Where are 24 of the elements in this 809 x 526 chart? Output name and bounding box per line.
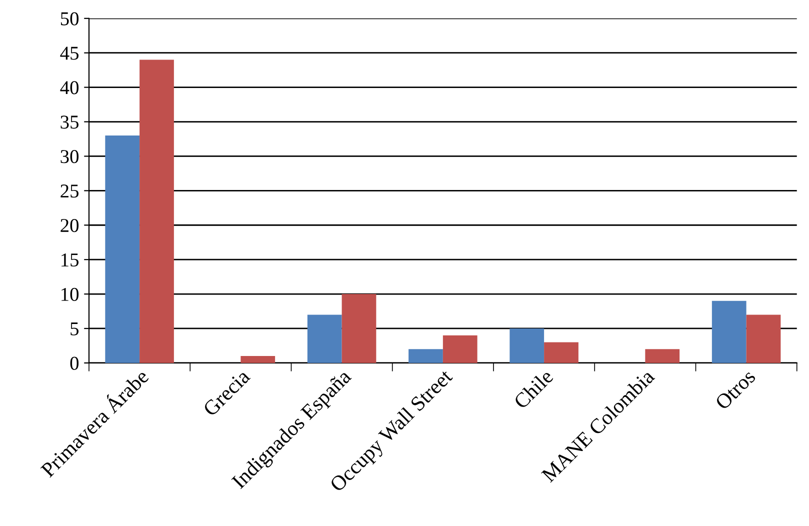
bar — [342, 294, 376, 363]
y-tick-label: 35 — [60, 116, 79, 129]
bar — [746, 314, 781, 363]
y-tick-label: 0 — [70, 356, 79, 370]
y-tick-label: 45 — [60, 46, 79, 60]
bar — [510, 328, 544, 363]
y-tick-label: 25 — [60, 184, 79, 198]
bar — [712, 300, 746, 363]
bar — [307, 314, 342, 363]
x-tick-label: Chile — [512, 368, 554, 410]
bar — [408, 349, 443, 363]
bar — [140, 60, 174, 363]
y-tick-label: 5 — [70, 322, 79, 336]
bar — [105, 136, 140, 363]
y-tick-label: 50 — [60, 12, 79, 26]
y-tick-label: 30 — [60, 150, 79, 164]
y-tick-label: 15 — [62, 253, 79, 267]
y-tick-label: 20 — [60, 218, 79, 232]
y-tick-label: 10 — [62, 288, 79, 301]
bar — [240, 356, 276, 363]
y-tick-label: 40 — [60, 81, 79, 94]
bar — [442, 335, 478, 363]
bar — [645, 349, 680, 363]
bar — [544, 342, 578, 363]
